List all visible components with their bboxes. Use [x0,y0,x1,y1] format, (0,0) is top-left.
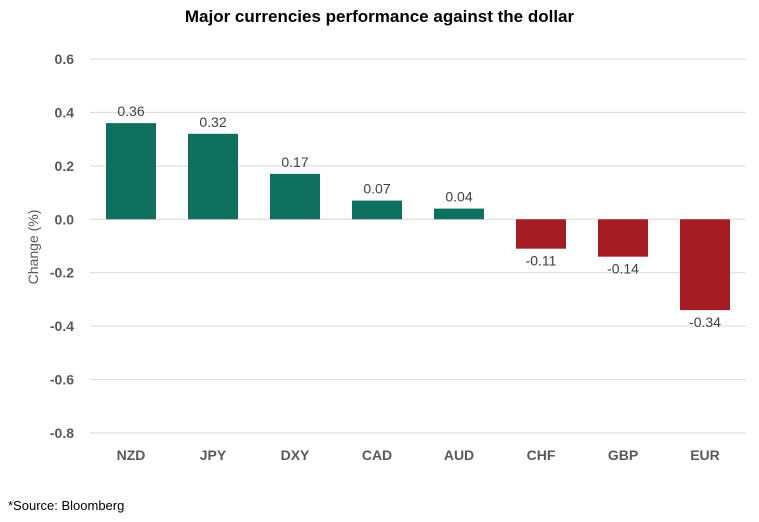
x-tick-label: NZD [117,447,146,463]
source-footnote: *Source: Bloomberg [8,498,125,513]
data-label: 0.32 [199,114,226,130]
x-tick-label: DXY [281,447,310,463]
y-tick-label: 0.0 [55,211,75,227]
bar [434,208,484,220]
data-label: 0.17 [281,154,308,170]
y-tick-label: -0.2 [50,265,74,281]
bar [106,123,156,220]
y-tick-label: -0.8 [50,425,74,441]
y-axis-label: Change (%) [25,210,41,285]
bar [270,173,320,220]
x-tick-label: JPY [200,447,227,463]
y-tick-label: 0.2 [55,158,75,174]
data-label: 0.36 [117,103,144,119]
x-tick-label: AUD [444,447,474,463]
data-label: -0.34 [689,314,721,330]
data-label: 0.07 [363,181,390,197]
y-tick-label: 0.4 [55,104,75,120]
bar [516,219,566,249]
x-tick-label: GBP [608,447,638,463]
bar [352,200,402,220]
data-label: -0.11 [526,253,557,269]
y-tick-label: -0.6 [50,372,74,388]
bar [598,219,648,257]
data-label: -0.14 [607,261,639,277]
y-tick-label: -0.4 [50,318,74,334]
bar [680,219,730,311]
bar [188,133,238,220]
y-tick-label: 0.6 [55,51,75,67]
x-tick-label: EUR [690,447,720,463]
chart-title: Major currencies performance against the… [184,7,575,26]
x-tick-label: CAD [362,447,392,463]
x-tick-label: CHF [527,447,556,463]
data-label: 0.04 [445,189,472,205]
